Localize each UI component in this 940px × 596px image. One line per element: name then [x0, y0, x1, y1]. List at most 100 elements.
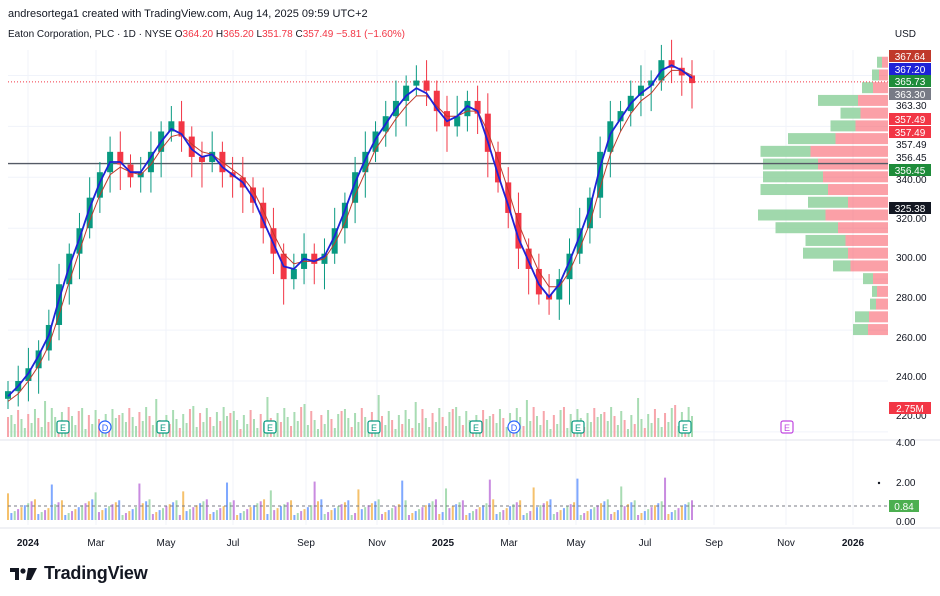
candle-body — [566, 253, 573, 280]
volume-bar — [691, 416, 693, 437]
volume-bar — [316, 429, 319, 437]
indicator-dot — [877, 481, 881, 485]
volume-profile-buy-bar — [758, 209, 826, 221]
candle-body — [403, 85, 410, 101]
candle-body — [260, 202, 267, 229]
indicator-bar — [74, 509, 77, 520]
indicator-bar — [428, 503, 431, 520]
indicator-bar — [593, 507, 596, 520]
volume-bar — [77, 411, 80, 437]
volume-bar — [559, 410, 562, 437]
candle-body — [474, 100, 481, 114]
volume-bar — [539, 425, 542, 437]
tradingview-brand[interactable]: TradingView — [10, 563, 148, 584]
volume-bar — [556, 424, 559, 437]
currency-label[interactable]: USD — [894, 29, 916, 40]
price-tag-label: 363.30 — [895, 90, 926, 101]
volume-bar — [364, 417, 367, 437]
candle-body — [637, 85, 644, 96]
volume-bar — [630, 415, 633, 437]
volume-profile-sell-bar — [858, 94, 888, 106]
volume-bar — [428, 427, 431, 437]
volume-bar — [377, 395, 380, 437]
slow-moving-average-line — [7, 69, 693, 402]
indicator-bar — [229, 502, 232, 520]
indicator-bar — [283, 504, 286, 520]
price-axis-tick: 300.00 — [896, 253, 927, 264]
volume-bar — [286, 417, 289, 437]
earnings-marker-icon — [56, 420, 70, 434]
indicator-bar — [114, 502, 117, 520]
earnings-marker-icon — [469, 420, 483, 434]
volume-profile-sell-bar — [848, 196, 888, 208]
price-tag — [889, 63, 931, 75]
volume-bar — [168, 424, 171, 437]
volume-bar — [279, 422, 282, 437]
indicator-bar — [296, 513, 299, 520]
earnings-marker-icon — [263, 420, 277, 434]
indicator-bar — [33, 499, 36, 520]
volume-profile-buy-bar — [788, 133, 836, 145]
indicator-bar — [687, 502, 690, 520]
indicator-bar — [44, 510, 47, 520]
time-axis-label: 2026 — [842, 538, 865, 549]
indicator-bar — [525, 513, 528, 520]
volume-bar — [327, 410, 330, 437]
indicator-bar — [391, 508, 394, 520]
indicator-bar — [145, 501, 148, 520]
indicator-bar — [498, 512, 501, 520]
low-label: L — [256, 29, 263, 40]
price-tag-label: 357.49 — [895, 128, 926, 139]
indicator-bar — [458, 502, 461, 520]
price-axis-tick: 260.00 — [896, 333, 927, 344]
indicator-bar — [330, 510, 333, 520]
indicator-bar — [350, 515, 353, 520]
indicator-bar — [532, 487, 535, 520]
indicator-bar — [374, 501, 377, 520]
indicator-bar — [468, 513, 471, 520]
candle-body — [505, 182, 512, 213]
earnings-marker-label: E — [60, 423, 66, 433]
volume-bar — [195, 427, 198, 437]
price-tag-label: 367.20 — [895, 65, 926, 76]
indicator-bar — [151, 514, 154, 520]
indicator-bar — [47, 508, 50, 520]
volume-bar — [337, 414, 340, 437]
indicator-bar — [461, 500, 464, 520]
dividend-marker-icon — [507, 420, 521, 434]
volume-bar — [485, 419, 488, 437]
candle-body — [678, 67, 685, 76]
indicator-bar — [54, 504, 57, 520]
volume-bar — [448, 412, 451, 437]
earnings-marker-icon — [571, 420, 585, 434]
volume-profile-sell-bar — [825, 209, 888, 221]
volume-bar — [33, 409, 36, 437]
price-tag — [889, 50, 931, 62]
volume-bar — [293, 412, 296, 437]
indicator-bar — [161, 508, 164, 520]
indicator-bar — [515, 502, 518, 520]
candle-body — [648, 80, 655, 86]
earnings-marker-label: D — [511, 423, 518, 433]
indicator-axis-tick: 2.00 — [896, 478, 916, 489]
volume-bar — [657, 418, 660, 437]
indicator-bar — [249, 507, 252, 520]
indicator-bar — [633, 500, 636, 520]
indicator-bar — [653, 505, 656, 520]
price-axis-tick: 280.00 — [896, 293, 927, 304]
indicator-bar — [168, 504, 171, 520]
volume-bar — [259, 414, 262, 437]
volume-bar — [360, 408, 363, 437]
indicator-bar — [64, 515, 67, 520]
price-tag-label: 356.45 — [895, 166, 926, 177]
indicator-bar — [310, 505, 313, 520]
volume-bar — [313, 420, 316, 437]
volume-profile-buy-bar — [872, 69, 879, 81]
indicator-bar — [222, 506, 225, 520]
indicator-bar — [670, 512, 673, 520]
indicator-bar — [300, 511, 303, 520]
indicator-bar — [135, 507, 138, 520]
price-axis-tick: 220.00 — [896, 411, 927, 422]
volume-profile-sell-bar — [873, 82, 888, 94]
